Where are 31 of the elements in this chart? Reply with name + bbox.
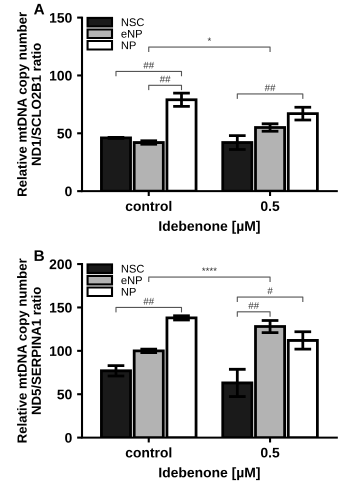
legend-label: eNP [121,30,142,38]
annotation: ## [160,76,170,82]
annotation: * [208,38,212,41]
legend-label: NP [122,41,136,50]
y-tick-label: 50 [57,128,72,138]
annotation: ## [143,298,154,305]
annotation: ## [264,84,276,92]
x-tick-label: control [126,447,172,458]
y-tick-label: 50 [57,390,72,400]
x-tick-label: control [126,200,172,212]
y-tick-label: 100 [50,70,72,81]
y-tick-label: 0 [65,186,72,196]
y-tick-label: 200 [50,259,72,270]
legend-label: NSC [122,18,144,26]
y-tick-label: 100 [50,346,72,356]
legend-label: NSC [122,264,144,273]
legend-label: NP [122,288,136,296]
chart-title: A [34,4,44,14]
x-tick-label: 0.5 [260,448,280,458]
y-tick-label: 150 [50,302,72,313]
chart-title: B [34,250,44,261]
annotation: **** [202,268,217,271]
y-tick-label: 0 [65,432,72,443]
y-tick-label: 150 [50,12,72,23]
annotation: ## [143,62,154,69]
legend-label: eNP [121,276,142,284]
annotation: ## [248,302,260,309]
x-axis-title: Idebenone [µM] [159,220,260,234]
annotation: # [267,288,273,294]
x-axis-title: Idebenone [µM] [159,467,260,480]
x-tick-label: 0.5 [260,201,280,212]
